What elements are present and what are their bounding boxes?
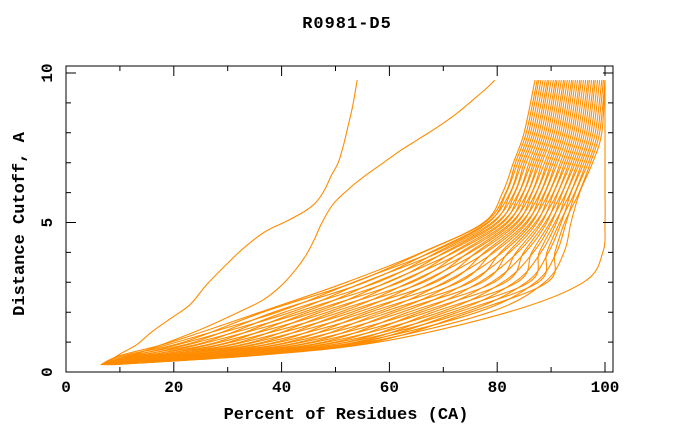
model-curve <box>105 79 562 366</box>
x-tick-label: 100 <box>591 379 620 397</box>
y-tick-label: 10 <box>39 63 57 82</box>
model-curve <box>104 79 560 366</box>
model-curve <box>112 79 601 366</box>
model-curve <box>108 79 581 366</box>
model-curve <box>110 79 587 366</box>
model-curve <box>106 79 568 366</box>
x-tick-label: 0 <box>61 379 71 397</box>
x-tick-label: 80 <box>488 379 507 397</box>
x-tick-label: 40 <box>272 379 291 397</box>
x-tick-label: 20 <box>164 379 183 397</box>
model-curve <box>105 79 565 366</box>
model-curve <box>111 79 593 366</box>
model-curve <box>104 79 558 366</box>
plot-border <box>65 65 614 373</box>
model-curve <box>102 79 546 366</box>
axis-ticks <box>65 66 613 373</box>
y-tick-label: 5 <box>39 218 57 228</box>
model-curve <box>106 79 570 366</box>
model-curve <box>101 79 542 366</box>
tick-marks <box>65 66 613 373</box>
model-curve <box>102 79 544 366</box>
model-curve <box>112 79 599 366</box>
model-curve <box>101 79 538 366</box>
model-curve <box>111 79 596 366</box>
model-curves <box>100 79 606 366</box>
model-curve <box>109 79 584 366</box>
axis-tick-labels: 0 20 40 60 80 100 0 5 10 <box>39 63 619 397</box>
model-curve <box>107 79 573 366</box>
model-curve <box>110 79 589 366</box>
early-rising-model-2 <box>108 79 496 366</box>
model-curve <box>103 79 550 366</box>
early-rising-model-1 <box>105 79 358 364</box>
model-curve <box>103 79 554 366</box>
chart-title: R0981-D5 <box>302 15 392 34</box>
x-tick-label: 60 <box>380 379 399 397</box>
model-curve <box>104 79 556 366</box>
model-curve <box>114 79 606 366</box>
y-axis-title: Distance Cutoff, A <box>11 131 30 315</box>
x-axis-title: Percent of Residues (CA) <box>224 406 469 425</box>
y-tick-label: 0 <box>39 367 57 377</box>
model-curve <box>108 79 576 366</box>
model-curve <box>106 79 566 366</box>
model-curve <box>113 79 604 366</box>
model-curve <box>107 79 574 366</box>
model-curve <box>102 79 548 366</box>
